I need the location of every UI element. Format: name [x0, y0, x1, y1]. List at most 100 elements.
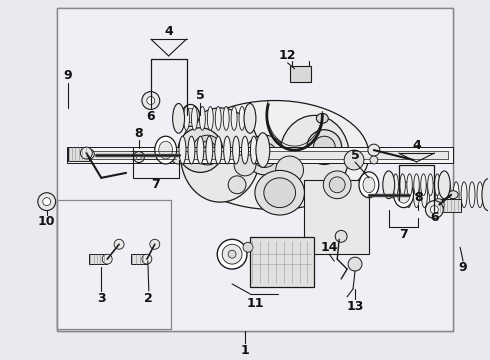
Circle shape [430, 206, 439, 213]
Ellipse shape [217, 239, 247, 269]
Ellipse shape [414, 174, 419, 196]
Ellipse shape [276, 156, 303, 184]
Text: 9: 9 [459, 261, 467, 274]
Ellipse shape [228, 176, 246, 194]
Bar [57, 200, 171, 329]
Ellipse shape [393, 174, 398, 196]
Text: 1: 1 [241, 344, 249, 357]
Ellipse shape [368, 144, 380, 156]
Ellipse shape [393, 182, 414, 208]
Ellipse shape [228, 250, 236, 258]
Ellipse shape [329, 177, 345, 193]
Circle shape [425, 201, 443, 219]
Ellipse shape [264, 178, 295, 208]
Ellipse shape [206, 136, 213, 164]
Ellipse shape [323, 171, 351, 199]
Ellipse shape [184, 107, 190, 130]
Circle shape [102, 254, 112, 264]
Ellipse shape [386, 174, 392, 196]
Ellipse shape [136, 154, 142, 159]
Ellipse shape [344, 150, 364, 170]
Circle shape [114, 239, 124, 249]
Bar [57, 200, 171, 329]
Ellipse shape [414, 182, 419, 208]
Ellipse shape [252, 143, 277, 167]
Bar [58, 9, 452, 329]
Ellipse shape [482, 179, 490, 211]
Ellipse shape [215, 136, 221, 164]
Text: 6: 6 [430, 211, 439, 224]
Ellipse shape [242, 136, 248, 164]
Ellipse shape [172, 156, 185, 164]
Circle shape [348, 257, 362, 271]
Ellipse shape [244, 103, 256, 133]
Bar [89, 254, 107, 264]
Circle shape [147, 96, 155, 104]
Text: 5: 5 [351, 149, 359, 162]
Text: 6: 6 [147, 110, 155, 123]
Ellipse shape [407, 174, 412, 196]
Ellipse shape [198, 141, 216, 159]
Text: 8: 8 [135, 127, 143, 140]
Ellipse shape [179, 136, 186, 164]
Ellipse shape [256, 133, 270, 167]
Ellipse shape [397, 186, 410, 203]
Bar [67, 147, 453, 163]
Ellipse shape [453, 182, 459, 208]
Ellipse shape [215, 107, 221, 130]
Text: 3: 3 [97, 292, 105, 305]
Circle shape [142, 91, 160, 109]
Ellipse shape [406, 182, 412, 208]
Text: 5: 5 [196, 89, 205, 102]
Ellipse shape [133, 152, 145, 162]
Ellipse shape [461, 182, 467, 208]
Text: 4: 4 [412, 139, 421, 152]
Ellipse shape [429, 182, 435, 208]
Text: 4: 4 [164, 24, 173, 38]
Ellipse shape [477, 182, 483, 208]
Ellipse shape [233, 136, 240, 164]
Bar [57, 8, 453, 330]
Circle shape [80, 147, 92, 159]
Ellipse shape [370, 156, 378, 164]
Ellipse shape [388, 188, 398, 198]
Circle shape [142, 254, 152, 264]
Bar [440, 199, 461, 212]
Ellipse shape [186, 108, 196, 122]
Ellipse shape [199, 107, 205, 130]
Ellipse shape [439, 171, 450, 199]
Ellipse shape [245, 135, 285, 175]
Ellipse shape [469, 182, 475, 208]
Text: 9: 9 [63, 69, 72, 82]
Ellipse shape [314, 136, 335, 158]
Ellipse shape [224, 136, 231, 164]
Circle shape [150, 239, 160, 249]
Text: 2: 2 [145, 292, 153, 305]
Ellipse shape [178, 128, 222, 172]
Bar [72, 151, 448, 159]
Ellipse shape [255, 170, 304, 215]
Ellipse shape [203, 146, 211, 154]
Ellipse shape [239, 107, 245, 130]
Ellipse shape [175, 107, 182, 130]
Bar [58, 201, 170, 328]
Bar [304, 180, 369, 254]
Ellipse shape [159, 141, 172, 159]
Ellipse shape [383, 171, 394, 199]
Ellipse shape [197, 136, 204, 164]
Ellipse shape [250, 136, 257, 164]
Text: 7: 7 [151, 178, 160, 191]
Ellipse shape [222, 244, 242, 264]
Ellipse shape [359, 172, 379, 198]
Ellipse shape [234, 154, 256, 176]
Ellipse shape [441, 174, 447, 196]
Ellipse shape [192, 107, 197, 130]
Circle shape [38, 193, 56, 211]
Text: 7: 7 [399, 228, 408, 241]
Text: 12: 12 [279, 49, 296, 62]
Ellipse shape [223, 107, 229, 130]
Bar [131, 254, 147, 264]
Circle shape [335, 230, 347, 242]
Ellipse shape [307, 130, 342, 165]
Ellipse shape [155, 136, 176, 164]
